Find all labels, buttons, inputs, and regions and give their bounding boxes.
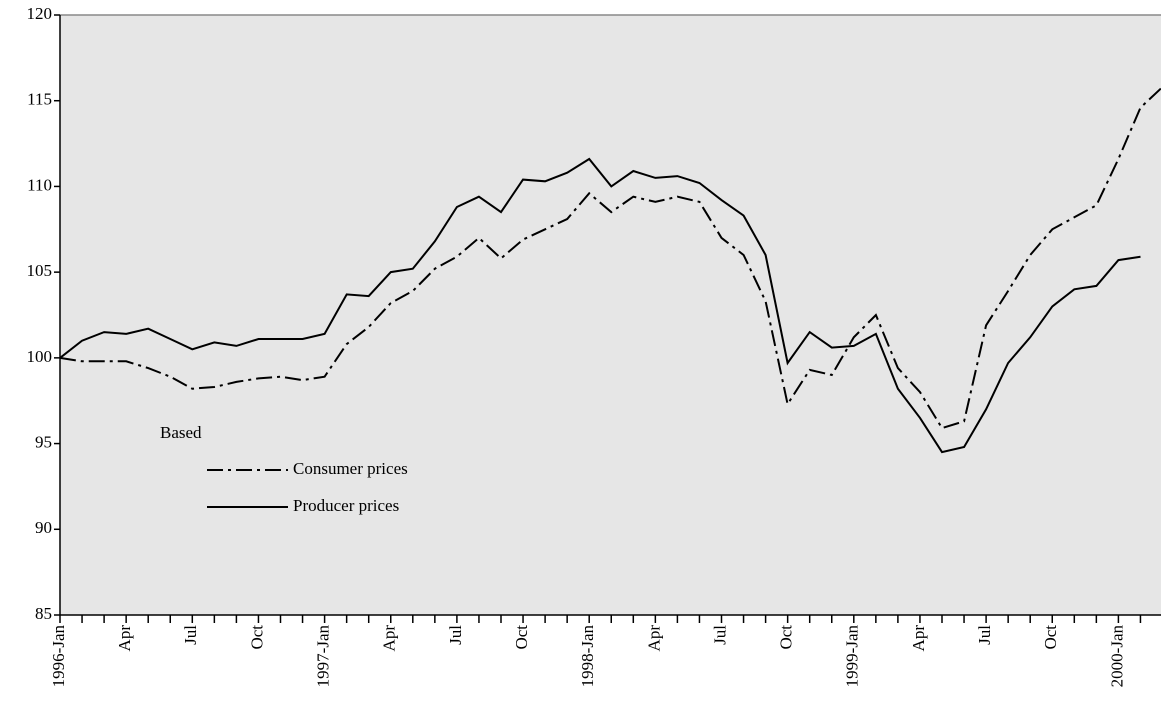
x-tick-label: Oct: [1041, 625, 1060, 650]
legend-label: Consumer prices: [293, 459, 408, 478]
legend-title: Based: [160, 423, 202, 442]
x-tick-label: 1999-Jan: [843, 625, 862, 688]
y-tick-label: 110: [27, 175, 52, 194]
y-tick-label: 85: [35, 604, 52, 623]
x-tick-label: 1997-Jan: [314, 625, 333, 688]
x-tick-label: Apr: [115, 625, 134, 652]
series-line: [59, 87, 1161, 430]
y-tick-label: 90: [35, 518, 52, 537]
x-tick-label: Jul: [181, 625, 200, 645]
x-tick-label: Oct: [512, 625, 531, 650]
series-line: [59, 157, 1141, 454]
x-tick-label: Oct: [247, 625, 266, 650]
x-tick-label: Apr: [644, 625, 663, 652]
x-tick-label: Apr: [909, 625, 928, 652]
y-tick-label: 95: [35, 432, 52, 451]
y-tick-label: 100: [27, 347, 53, 366]
x-tick-label: 2000-Jan: [1107, 625, 1126, 688]
x-tick-label: 1998-Jan: [578, 625, 597, 688]
x-tick-label: 1996-Jan: [49, 625, 68, 688]
y-tick-label: 105: [27, 261, 53, 280]
legend-label: Producer prices: [293, 496, 399, 515]
plot-area: [60, 15, 1161, 615]
y-tick-label: 115: [27, 90, 52, 109]
x-tick-label: Oct: [777, 625, 796, 650]
y-tick-label: 120: [27, 4, 53, 23]
x-tick-label: Jul: [446, 625, 465, 645]
x-tick-label: Jul: [975, 625, 994, 645]
x-tick-label: Jul: [710, 625, 729, 645]
x-tick-label: Apr: [380, 625, 399, 652]
